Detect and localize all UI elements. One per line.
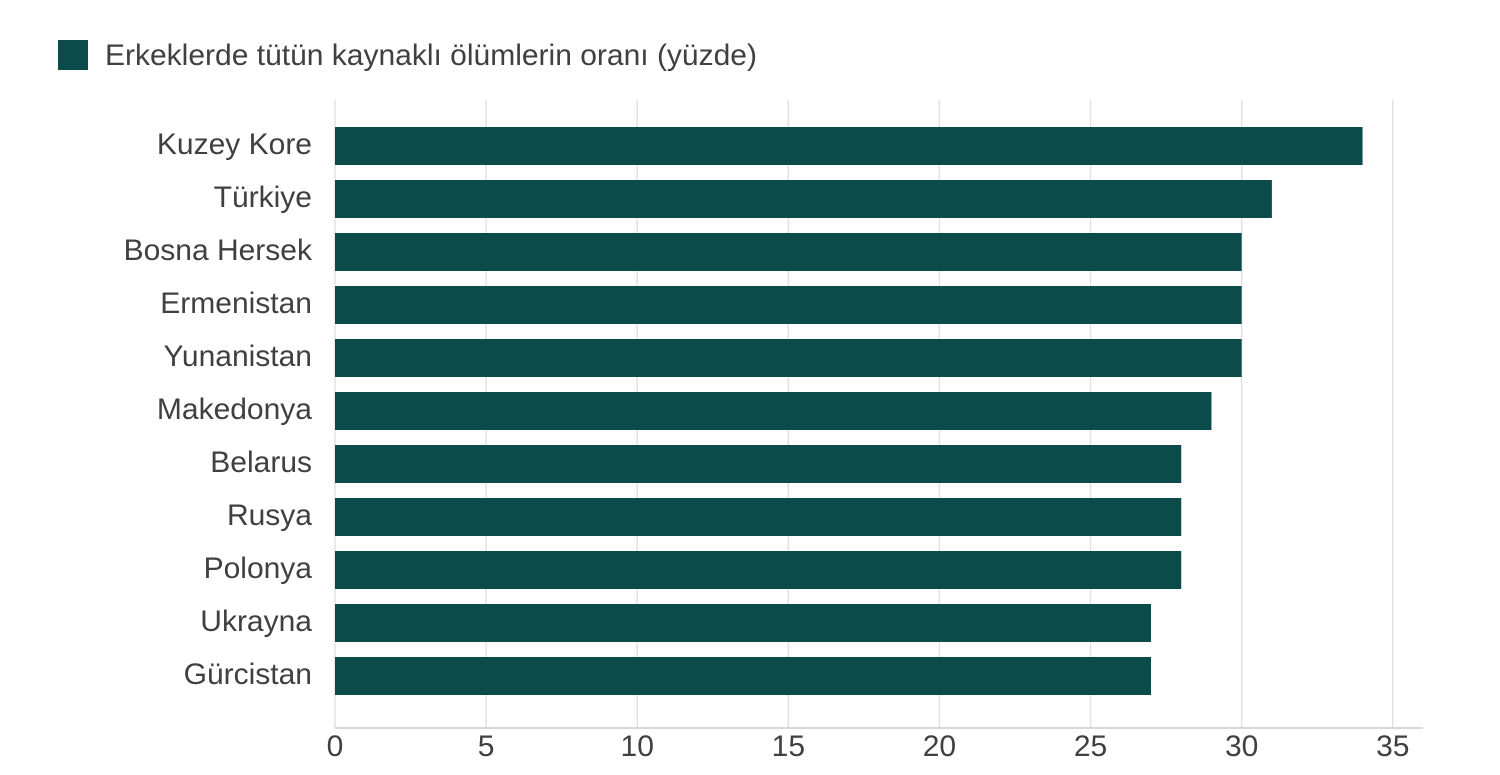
bar — [335, 392, 1212, 430]
bar — [335, 233, 1242, 271]
y-tick-label: Ermenistan — [160, 287, 312, 320]
bar — [335, 286, 1242, 324]
x-tick-label: 35 — [1376, 730, 1409, 763]
bar — [335, 551, 1182, 589]
x-tick-label: 10 — [621, 730, 654, 763]
y-tick-label: Belarus — [210, 446, 312, 479]
bar — [335, 127, 1363, 165]
x-tick-label: 5 — [478, 730, 495, 763]
x-tick-label: 25 — [1074, 730, 1107, 763]
bar — [335, 339, 1242, 377]
y-tick-label: Makedonya — [157, 393, 312, 426]
legend-swatch — [58, 40, 88, 70]
bar — [335, 604, 1151, 642]
x-tick-label: 0 — [327, 730, 344, 763]
x-tick-label: 15 — [772, 730, 805, 763]
y-tick-label: Kuzey Kore — [157, 128, 312, 161]
y-tick-label: Türkiye — [214, 181, 312, 214]
bar — [335, 657, 1151, 695]
bar — [335, 498, 1182, 536]
legend-label: Erkeklerde tütün kaynaklı ölümlerin oran… — [105, 39, 757, 72]
bar — [335, 180, 1272, 218]
x-tick-label: 20 — [923, 730, 956, 763]
y-tick-label: Polonya — [204, 552, 313, 585]
y-tick-label: Rusya — [227, 499, 312, 532]
y-tick-label: Bosna Hersek — [124, 234, 313, 267]
y-tick-label: Yunanistan — [164, 340, 312, 373]
y-tick-label: Gürcistan — [184, 658, 312, 691]
y-tick-label: Ukrayna — [200, 605, 312, 638]
x-tick-label: 30 — [1225, 730, 1258, 763]
bar — [335, 445, 1182, 483]
